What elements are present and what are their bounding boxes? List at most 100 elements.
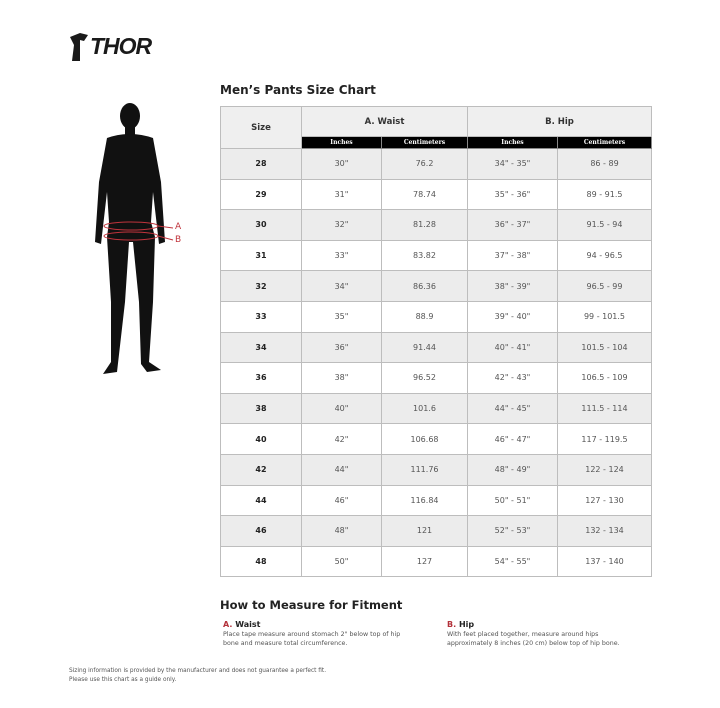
size-cell: 30 [220,209,302,241]
hip-inches-cell: 38" - 39" [467,270,558,302]
waist-cm-cell: 78.74 [381,178,468,211]
waist-inches-cell: 31" [301,178,382,211]
waist-name: Waist [235,620,261,629]
disclaimer: Sizing information is provided by the ma… [69,667,326,685]
waist-cm-cell: 86.36 [381,270,468,302]
hip-cm-cell: 122 - 124 [557,453,652,486]
hip-cm-cell: 137 - 140 [557,545,652,578]
table-row: 46 48" 121 52" - 53" 132 - 134 [220,515,652,547]
hip-inches-cell: 40" - 41" [467,331,558,364]
waist-cm-cell: 91.44 [381,331,468,364]
waist-cm-cell: 111.76 [381,453,468,486]
thor-logo [70,33,88,61]
waist-cm-cell: 116.84 [381,484,468,517]
hip-text: With feet placed together, measure aroun… [447,631,620,647]
table-row: 33 35" 88.9 39" - 40" 99 - 101.5 [220,300,652,333]
size-cell: 34 [220,331,302,364]
size-cell: 48 [220,545,302,578]
waist-inches-cell: 48" [301,515,382,547]
waist-group-header: A. Waist [301,106,468,137]
size-cell: 31 [220,239,302,272]
hip-inches-cell: 39" - 40" [467,300,558,333]
hip-cm-cell: 94 - 96.5 [557,239,652,272]
hip-cm-cell: 99 - 101.5 [557,300,652,333]
size-cell: 33 [220,300,302,333]
hip-cm-cell: 111.5 - 114 [557,392,652,425]
hip-group-header: B. Hip [467,106,652,137]
table-row: 36 38" 96.52 42" - 43" 106.5 - 109 [220,362,652,394]
size-cell: 42 [220,453,302,486]
waist-inches-cell: 38" [301,362,382,394]
table-row: 34 36" 91.44 40" - 41" 101.5 - 104 [220,331,652,364]
hip-inches-cell: 52" - 53" [467,515,558,547]
disclaimer-line: Please use this chart as a guide only. [69,677,177,683]
waist-inches-cell: 33" [301,239,382,272]
hip-cm-cell: 91.5 - 94 [557,209,652,241]
size-cell: 44 [220,484,302,517]
waist-cm-header: Centimeters [381,136,468,149]
hip-cm-header: Centimeters [557,136,652,149]
waist-cm-cell: 88.9 [381,300,468,333]
waist-letter: A. [223,620,233,629]
size-cell: 28 [220,148,302,180]
size-header: Size [220,106,302,149]
size-cell: 32 [220,270,302,302]
hip-inches-cell: 54" - 55" [467,545,558,578]
hip-inches-cell: 37" - 38" [467,239,558,272]
hip-inches-cell: 35" - 36" [467,178,558,211]
howto-title: How to Measure for Fitment [220,598,403,612]
waist-cm-cell: 96.52 [381,362,468,394]
waist-cm-cell: 76.2 [381,148,468,180]
hip-cm-cell: 127 - 130 [557,484,652,517]
table-row: 30 32" 81.28 36" - 37" 91.5 - 94 [220,209,652,241]
waist-cm-cell: 101.6 [381,392,468,425]
hip-inches-cell: 42" - 43" [467,362,558,394]
table-row: 38 40" 101.6 44" - 45" 111.5 - 114 [220,392,652,425]
waist-cm-cell: 121 [381,515,468,547]
hip-cm-cell: 89 - 91.5 [557,178,652,211]
size-cell: 40 [220,423,302,455]
size-cell: 36 [220,362,302,394]
waist-cm-cell: 81.28 [381,209,468,241]
hip-cm-cell: 106.5 - 109 [557,362,652,394]
hip-marker-label: B [175,235,182,245]
hip-inches-cell: 34" - 35" [467,148,558,180]
waist-inches-cell: 46" [301,484,382,517]
table-row: 44 46" 116.84 50" - 51" 127 - 130 [220,484,652,517]
waist-inches-cell: 32" [301,209,382,241]
table-row: 32 34" 86.36 38" - 39" 96.5 - 99 [220,270,652,302]
waist-inches-cell: 44" [301,453,382,486]
hip-cm-cell: 117 - 119.5 [557,423,652,455]
waist-inches-cell: 30" [301,148,382,180]
waist-inches-cell: 34" [301,270,382,302]
table-row: 28 30" 76.2 34" - 35" 86 - 89 [220,148,652,180]
size-cell: 46 [220,515,302,547]
hip-inches-header: Inches [467,136,558,149]
waist-inches-cell: 50" [301,545,382,578]
hip-cm-cell: 96.5 - 99 [557,270,652,302]
hip-inches-cell: 50" - 51" [467,484,558,517]
waist-marker-label: A [175,222,182,232]
hip-cm-cell: 86 - 89 [557,148,652,180]
size-cell: 38 [220,392,302,425]
size-chart-table: Size A. Waist B. Hip Inches Centimeters … [220,106,652,578]
waist-cm-cell: 83.82 [381,239,468,272]
table-row: 40 42" 106.68 46" - 47" 117 - 119.5 [220,423,652,455]
table-row: 31 33" 83.82 37" - 38" 94 - 96.5 [220,239,652,272]
waist-inches-cell: 35" [301,300,382,333]
table-row: 48 50" 127 54" - 55" 137 - 140 [220,545,652,578]
waist-inches-header: Inches [301,136,382,149]
hip-inches-cell: 36" - 37" [467,209,558,241]
hip-inches-cell: 46" - 47" [467,423,558,455]
waist-cm-cell: 106.68 [381,423,468,455]
waist-text: Place tape measure around stomach 2" bel… [223,631,401,647]
hip-name: Hip [458,620,475,629]
hip-cm-cell: 132 - 134 [557,515,652,547]
logo-wordmark: THOR [90,33,152,59]
waist-cm-cell: 127 [381,545,468,578]
hip-cm-cell: 101.5 - 104 [557,331,652,364]
hip-inches-cell: 44" - 45" [467,392,558,425]
hip-inches-cell: 48" - 49" [467,453,558,486]
waist-inches-cell: 42" [301,423,382,455]
page-title: Men’s Pants Size Chart [220,83,376,97]
